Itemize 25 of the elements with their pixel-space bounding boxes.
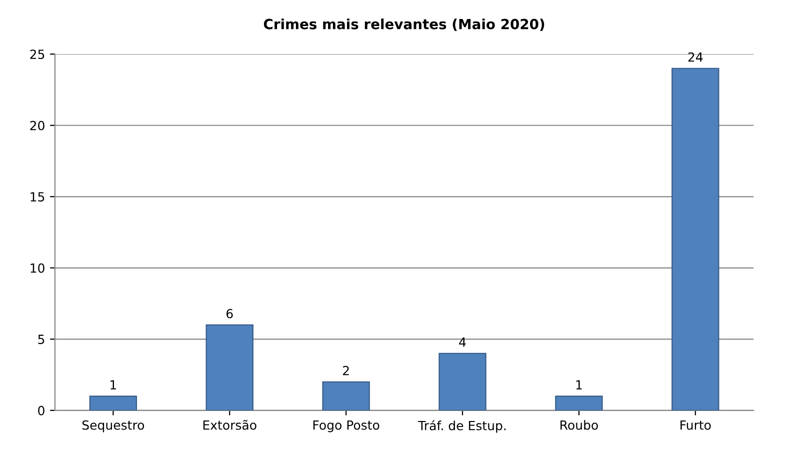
bar — [206, 324, 254, 410]
data-label: 4 — [459, 338, 466, 347]
data-label: 1 — [576, 380, 582, 390]
bar — [89, 396, 138, 410]
y-tick-label: 10 — [30, 263, 44, 273]
bar — [322, 381, 370, 410]
y-tick-label: 25 — [30, 50, 44, 60]
chart-title: Crimes mais relevantes (Maio 2020) — [264, 18, 544, 31]
y-tick-label: 0 — [38, 406, 44, 416]
x-tick-label: Furto — [680, 420, 711, 430]
data-label: 24 — [688, 52, 703, 62]
x-tick-label: Sequestro — [82, 420, 144, 432]
bar — [555, 396, 603, 410]
x-tick-label: Roubo — [560, 420, 598, 430]
y-tick-label: 15 — [30, 192, 44, 202]
x-tick-label: Tráf. de Estup. — [418, 420, 506, 433]
x-tick-label: Fogo Posto — [313, 420, 380, 432]
data-label: 1 — [110, 380, 116, 390]
data-label: 2 — [342, 366, 349, 376]
data-label: 6 — [226, 308, 233, 318]
bar — [438, 352, 486, 410]
bar — [672, 68, 720, 410]
y-tick-label: 5 — [38, 334, 44, 344]
y-tick-label: 20 — [30, 120, 44, 130]
x-tick-label: Extorsão — [203, 420, 256, 430]
